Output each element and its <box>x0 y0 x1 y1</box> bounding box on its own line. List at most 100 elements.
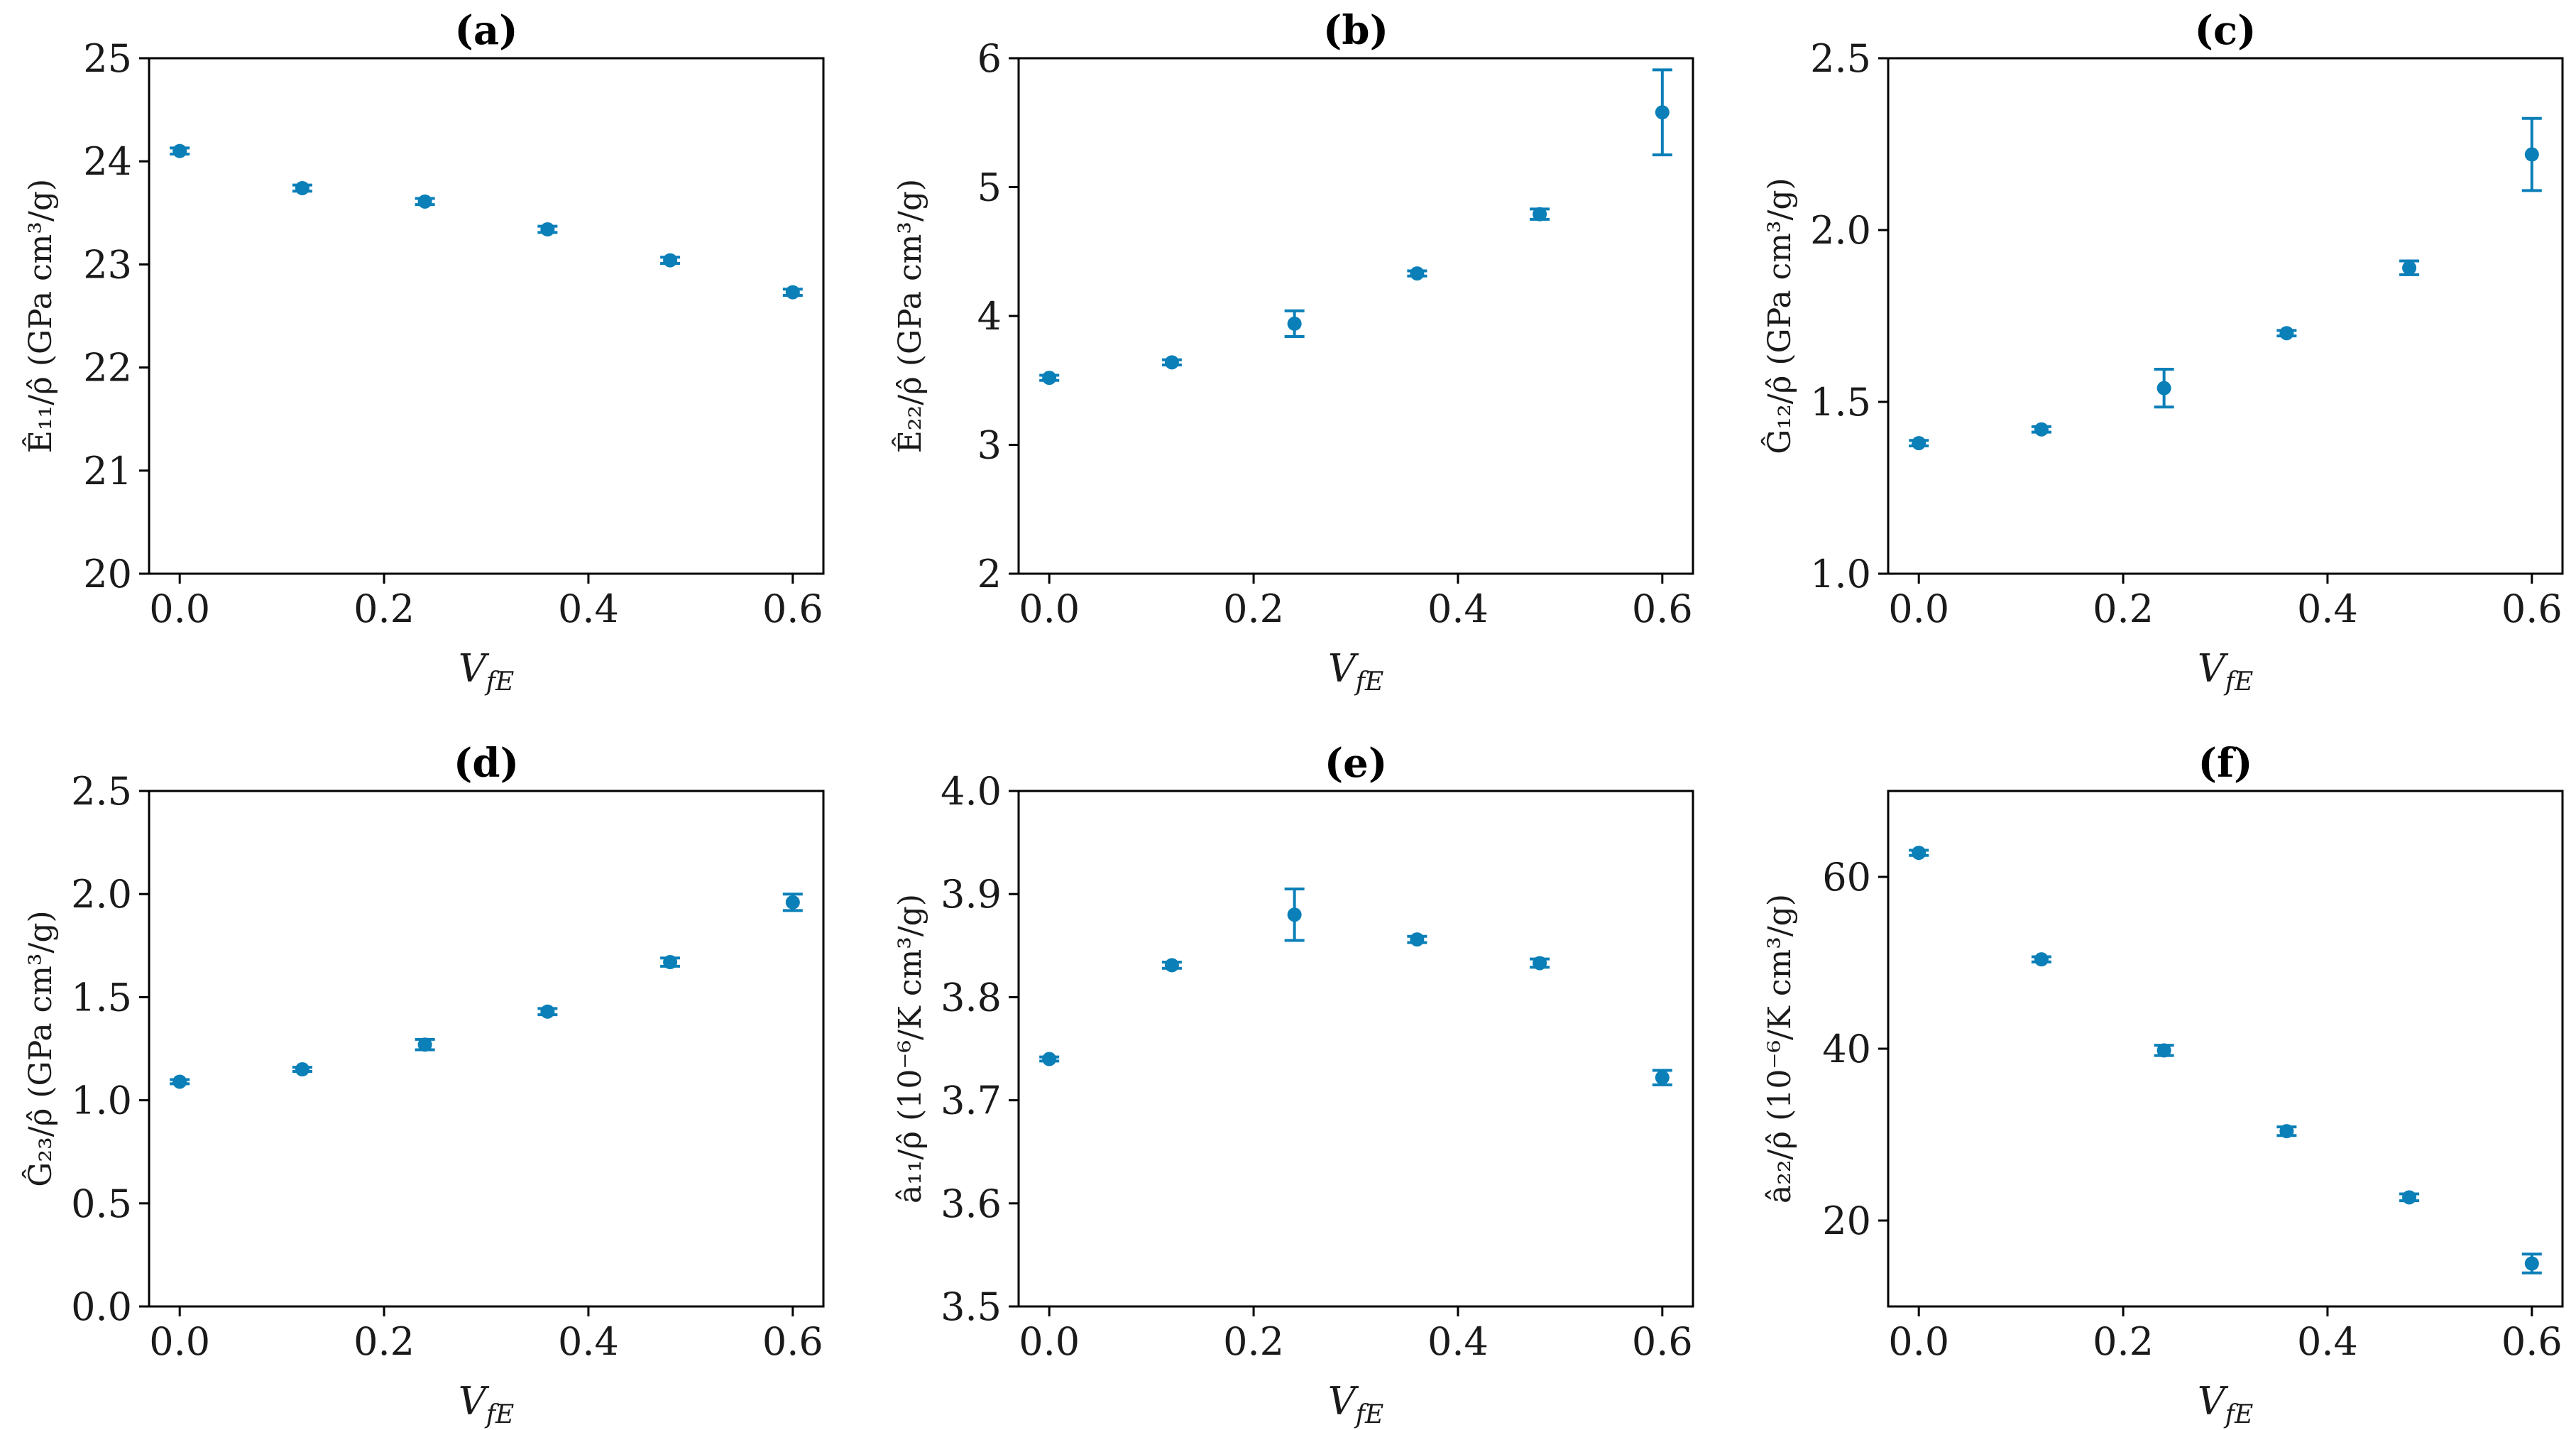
panel-title: (b) <box>1323 7 1388 54</box>
panel-b: (b) 0.0 0.2 0.4 0.6 2 3 4 5 6 VfE Ê₂₂/ρ̂ (GPa cm³/g… <box>891 7 1694 697</box>
data-point-group <box>1530 207 1550 222</box>
data-point-group <box>2276 326 2297 341</box>
data-point-group <box>2399 259 2420 276</box>
data-point <box>1912 436 1926 451</box>
data-point <box>1287 316 1302 331</box>
data-point-group <box>170 143 190 158</box>
y-tick-label: 2.0 <box>71 872 132 917</box>
data-point-group <box>2399 1190 2420 1205</box>
x-tick-label: 0.2 <box>1223 1319 1284 1364</box>
y-tick-label: 5 <box>977 165 1002 210</box>
data-point-group <box>660 955 681 970</box>
data-point-group <box>2276 1124 2297 1139</box>
x-tick-label: 0.2 <box>353 586 415 631</box>
y-tick-label: 22 <box>83 346 132 391</box>
x-axis-label-main: V <box>2198 1379 2229 1424</box>
y-tick-label: 24 <box>83 139 132 184</box>
x-axis-label-sub: fE <box>1354 667 1384 697</box>
data-point <box>1533 207 1547 222</box>
x-tick-label: 0.0 <box>1888 1319 1949 1364</box>
y-tick-label: 1.5 <box>1810 380 1871 425</box>
panel-e: (e) 0.0 0.2 0.4 0.6 3.5 3.6 3.7 3.8 3.9 4.0 VfE â₁₁/… <box>892 740 1694 1429</box>
x-tick-label: 0.6 <box>762 586 823 631</box>
x-tick-label: 0.2 <box>1223 586 1284 631</box>
data-point-group <box>1530 956 1550 971</box>
data-point-group <box>2031 952 2051 967</box>
data-point <box>540 1004 555 1019</box>
x-tick-label: 0.2 <box>2093 1319 2154 1364</box>
data-point <box>2034 422 2049 437</box>
y-tick-label: 0.5 <box>71 1181 132 1226</box>
data-point-group <box>660 253 681 268</box>
x-tick-label: 0.0 <box>1888 586 1949 631</box>
data-point <box>1164 355 1179 370</box>
y-tick-label: 1.0 <box>71 1079 132 1123</box>
y-axis-label: Ĝ₂₃/ρ̂ (GPa cm³/g) <box>21 910 59 1186</box>
data-point <box>417 194 432 209</box>
x-axis-label-sub: fE <box>1354 1400 1384 1429</box>
data-point-group <box>782 893 803 912</box>
data-point-group <box>415 1037 435 1052</box>
y-tick-label: 25 <box>83 36 132 81</box>
panel-c: (c) 0.0 0.2 0.4 0.6 1.0 1.5 2.0 2.5 VfE Ĝ₁₂/ρ̂ (GP… <box>1760 7 2564 697</box>
data-point <box>295 1062 309 1077</box>
x-axis-label-main: V <box>459 646 490 691</box>
data-point <box>2524 1256 2539 1271</box>
data-point <box>1655 105 1670 120</box>
y-axis-label: â₂₂/ρ̂ (10⁻⁶/K cm³/g) <box>1762 894 1798 1204</box>
x-tick-label: 0.4 <box>2297 1319 2358 1364</box>
x-tick-label: 0.6 <box>2501 1319 2563 1364</box>
data-point <box>1533 956 1547 971</box>
y-tick-label: 6 <box>977 36 1002 81</box>
y-tick-label: 60 <box>1822 855 1871 900</box>
plot-frame <box>1017 790 1694 1308</box>
data-point <box>2402 261 2417 275</box>
y-tick-label: 4 <box>977 294 1002 339</box>
x-axis-label-sub: fE <box>484 1400 515 1429</box>
data-point-group <box>2521 116 2542 192</box>
data-point-group <box>782 285 803 300</box>
data-point-group <box>1652 68 1672 157</box>
panel-title: (d) <box>454 740 519 787</box>
plot-frame <box>1887 57 2564 575</box>
x-tick-label: 0.6 <box>762 1319 823 1364</box>
data-point <box>172 1074 187 1089</box>
x-tick-label: 0.6 <box>1632 1319 1693 1364</box>
x-tick-label: 0.2 <box>353 1319 415 1364</box>
data-point <box>2402 1190 2417 1205</box>
plot-frame <box>1017 57 1694 575</box>
x-tick-label: 0.4 <box>2297 586 2358 631</box>
x-tick-label: 0.4 <box>558 1319 619 1364</box>
x-tick-label: 0.4 <box>1427 586 1489 631</box>
data-point-group <box>537 222 558 237</box>
data-point-group <box>1284 309 1305 339</box>
x-axis-label: VfE <box>2198 1379 2254 1429</box>
data-point <box>1912 846 1926 861</box>
data-point <box>2279 326 2294 341</box>
data-point <box>1287 907 1302 922</box>
data-point-group <box>1161 355 1182 370</box>
x-tick-label: 0.0 <box>149 1319 210 1364</box>
data-point-group <box>415 194 435 209</box>
data-point <box>172 143 187 158</box>
data-point <box>1655 1070 1670 1085</box>
data-point <box>417 1037 432 1052</box>
x-axis-label-sub: fE <box>2223 1400 2254 1429</box>
y-tick-label: 2.5 <box>71 769 132 814</box>
data-point <box>785 895 800 910</box>
x-axis-label: VfE <box>459 1379 515 1429</box>
y-tick-label: 3.7 <box>941 1079 1002 1123</box>
y-tick-label: 3 <box>977 423 1002 468</box>
data-point <box>1410 266 1425 281</box>
y-axis-label: Ê₂₂/ρ̂ (GPa cm³/g) <box>891 179 928 453</box>
data-point <box>2279 1124 2294 1139</box>
data-point-group <box>1407 932 1427 947</box>
y-tick-label: 4.0 <box>941 769 1002 814</box>
x-axis-label-sub: fE <box>2223 667 2254 697</box>
data-point <box>2156 1043 2171 1058</box>
data-point <box>2524 147 2539 162</box>
data-point-group <box>2031 422 2051 437</box>
plot-frame <box>1887 790 2564 1308</box>
x-axis-label: VfE <box>1328 1379 1384 1429</box>
